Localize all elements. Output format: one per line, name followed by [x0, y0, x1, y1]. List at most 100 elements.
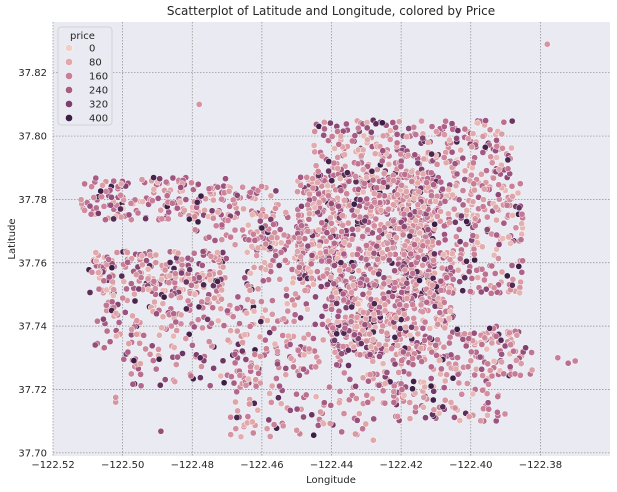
data-point — [98, 193, 106, 201]
data-point — [218, 195, 225, 203]
data-point — [182, 335, 190, 342]
data-point — [209, 304, 217, 312]
data-point — [214, 249, 221, 256]
data-point — [340, 296, 348, 304]
data-point — [159, 300, 167, 307]
data-point — [333, 361, 341, 369]
data-point — [389, 244, 397, 252]
data-point — [340, 410, 348, 417]
data-point — [250, 230, 257, 238]
data-point — [224, 336, 232, 344]
data-point — [310, 431, 318, 439]
y-tick-label: 37.76 — [18, 258, 47, 269]
data-point — [286, 341, 294, 348]
data-point — [121, 309, 129, 316]
data-point — [477, 417, 484, 425]
data-point — [470, 329, 478, 337]
data-point — [293, 390, 300, 398]
data-point — [495, 181, 503, 189]
data-point — [127, 370, 135, 378]
data-point — [386, 136, 394, 143]
data-point — [455, 379, 463, 387]
data-point — [462, 342, 470, 350]
data-point — [333, 300, 341, 307]
data-point — [100, 203, 108, 210]
data-point — [165, 208, 173, 216]
data-point — [311, 204, 319, 212]
data-point — [177, 184, 185, 191]
chart-title: Scatterplot of Latitude and Longitude, c… — [167, 4, 495, 18]
data-point — [355, 410, 363, 418]
data-point — [88, 268, 96, 276]
data-point — [331, 145, 338, 152]
data-point — [137, 360, 144, 367]
data-point — [90, 194, 98, 201]
data-point — [484, 411, 491, 419]
data-point — [258, 224, 266, 232]
data-point — [495, 165, 503, 173]
data-point — [314, 168, 322, 175]
data-point — [379, 387, 387, 395]
data-point — [400, 223, 408, 231]
data-point — [504, 165, 512, 173]
data-point — [366, 371, 374, 378]
data-point — [505, 329, 513, 337]
data-point — [383, 369, 391, 376]
data-point — [163, 192, 171, 200]
data-point — [174, 353, 181, 361]
data-point — [300, 413, 307, 421]
data-point — [134, 209, 142, 217]
data-point — [250, 307, 258, 315]
data-point — [252, 382, 260, 390]
data-point — [434, 336, 441, 344]
data-point — [367, 128, 375, 136]
data-point — [522, 344, 529, 352]
data-point — [331, 337, 338, 344]
data-point — [418, 117, 425, 125]
data-point — [343, 190, 351, 198]
data-point — [168, 322, 175, 330]
data-point — [467, 357, 475, 365]
data-point — [298, 222, 305, 230]
data-point — [301, 287, 309, 294]
data-point — [188, 281, 195, 289]
data-point — [350, 200, 358, 208]
legend-title: price — [70, 31, 95, 42]
data-point — [399, 231, 407, 239]
data-point — [263, 425, 271, 433]
data-point — [244, 221, 252, 229]
data-point — [144, 275, 152, 283]
data-point — [438, 264, 446, 272]
data-point — [430, 181, 437, 189]
data-point — [461, 274, 469, 282]
data-point — [325, 158, 333, 165]
data-point — [424, 238, 432, 246]
data-point — [298, 202, 305, 210]
data-point — [205, 338, 213, 345]
data-point — [312, 393, 320, 401]
data-point — [270, 325, 278, 332]
data-point — [228, 373, 235, 380]
data-point — [438, 365, 445, 373]
data-point — [410, 378, 417, 385]
data-point — [283, 292, 290, 300]
data-point — [170, 310, 178, 318]
data-point — [379, 119, 386, 127]
data-point — [211, 294, 218, 302]
legend-frame — [57, 26, 113, 126]
data-point — [320, 420, 327, 428]
data-point — [293, 405, 301, 413]
data-point — [517, 278, 524, 286]
data-point — [100, 277, 108, 285]
data-point — [354, 300, 362, 308]
data-point — [282, 365, 290, 372]
data-point — [118, 272, 126, 280]
data-point — [446, 333, 454, 341]
data-point — [479, 149, 487, 156]
data-point — [424, 139, 432, 146]
data-point — [385, 160, 393, 168]
data-point — [232, 425, 240, 433]
data-point — [197, 192, 205, 200]
data-point — [86, 289, 94, 296]
data-point — [478, 170, 485, 178]
